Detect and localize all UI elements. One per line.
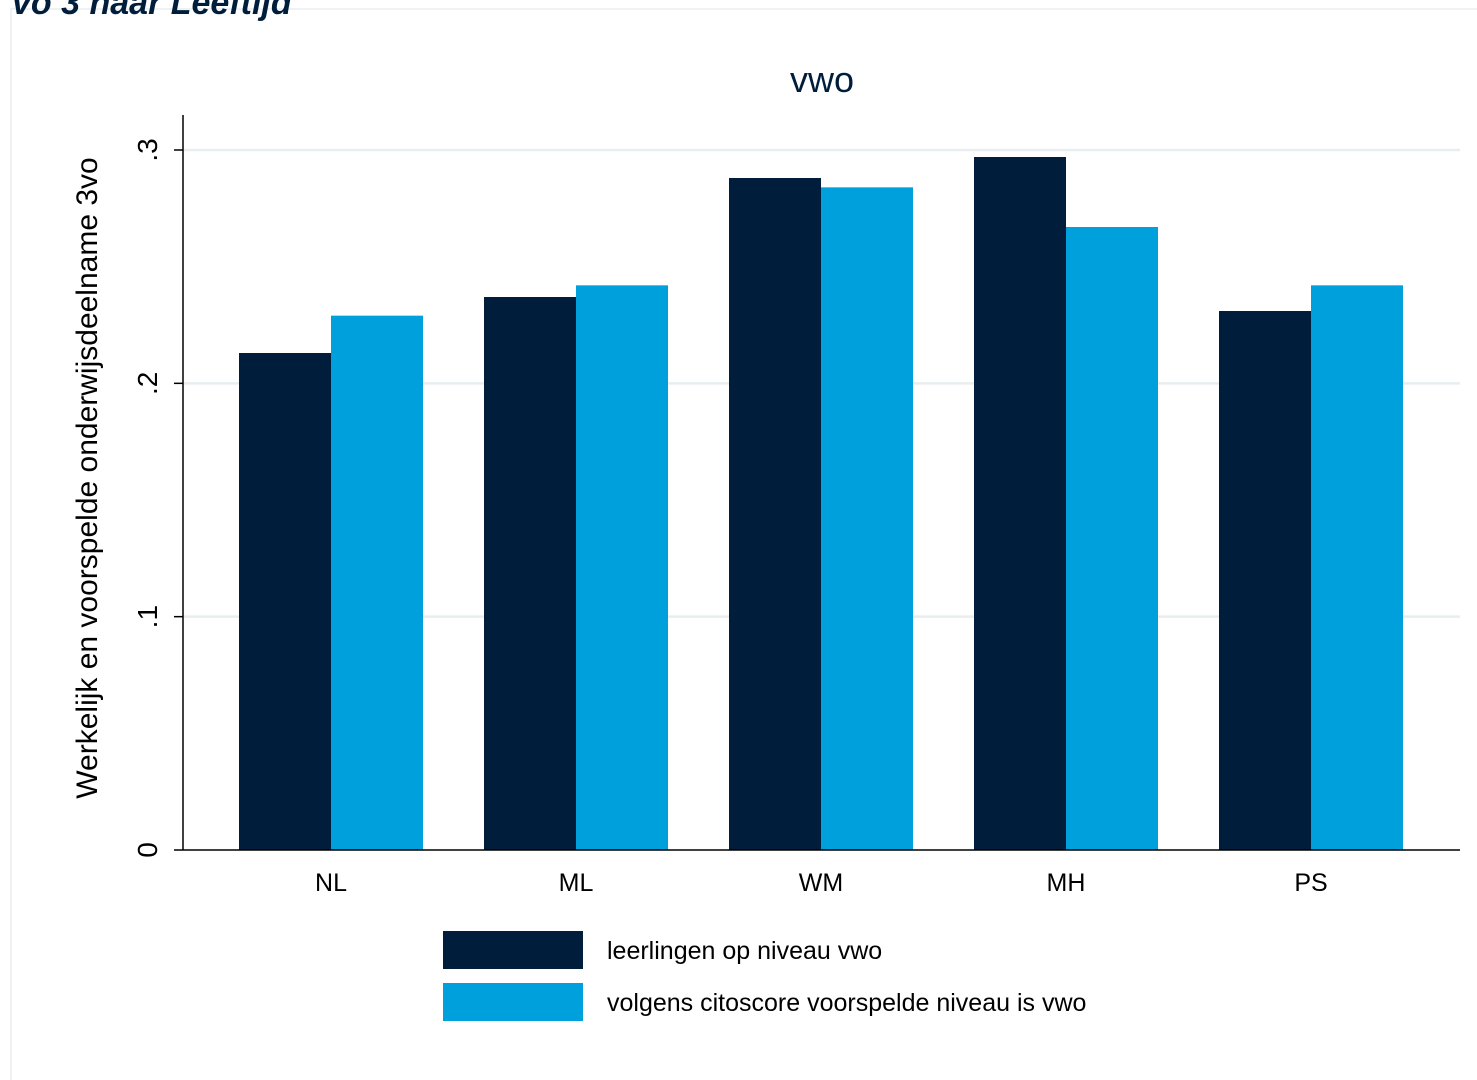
axes — [182, 115, 1460, 851]
y-tick-label-3: .3 — [132, 138, 163, 161]
bar-mh-series-2 — [1066, 227, 1158, 850]
bar-ps-series-1 — [1219, 311, 1311, 850]
bar-nl-series-2 — [331, 315, 423, 851]
bar-wm-series-2 — [821, 187, 913, 851]
bars — [239, 157, 1403, 851]
bar-nl-series-1 — [239, 353, 331, 850]
x-tick-label-mh: MH — [1047, 869, 1086, 897]
x-tick-label-nl: NL — [315, 869, 347, 897]
y-tick-label-2: .2 — [132, 372, 163, 395]
x-tick-label-wm: WM — [799, 869, 843, 897]
bar-ml-series-2 — [576, 285, 668, 850]
bar-ps-series-2 — [1311, 285, 1403, 850]
x-tick-label-ml: ML — [559, 869, 594, 897]
y-axis-label: Werkelijk en voorspelde onderwijsdeelnam… — [71, 157, 104, 798]
legend: leerlingen op niveau vwo volgens citoscor… — [443, 931, 1086, 1021]
chart-title: vwo — [790, 59, 854, 100]
chart-frame: vo 3 naar Leeftijd — [10, 0, 1477, 1080]
legend-label-1: leerlingen op niveau vwo — [607, 937, 882, 965]
x-tick-label-ps: PS — [1294, 869, 1327, 897]
y-tick-label-1: .1 — [132, 605, 163, 628]
legend-swatch-1 — [443, 931, 583, 969]
y-ticks: 0 .1 .2 .3 — [132, 138, 183, 858]
cropped-header-text: vo 3 naar Leeftijd — [12, 0, 292, 22]
x-ticks: NL ML WM MH PS — [315, 869, 1328, 897]
legend-swatch-2 — [443, 983, 583, 1021]
bar-mh-series-1 — [974, 157, 1066, 850]
legend-label-2: volgens citoscore voorspelde niveau is v… — [607, 989, 1086, 1017]
bar-wm-series-1 — [729, 178, 821, 850]
y-tick-label-0: 0 — [132, 842, 163, 858]
bar-ml-series-1 — [484, 297, 576, 850]
